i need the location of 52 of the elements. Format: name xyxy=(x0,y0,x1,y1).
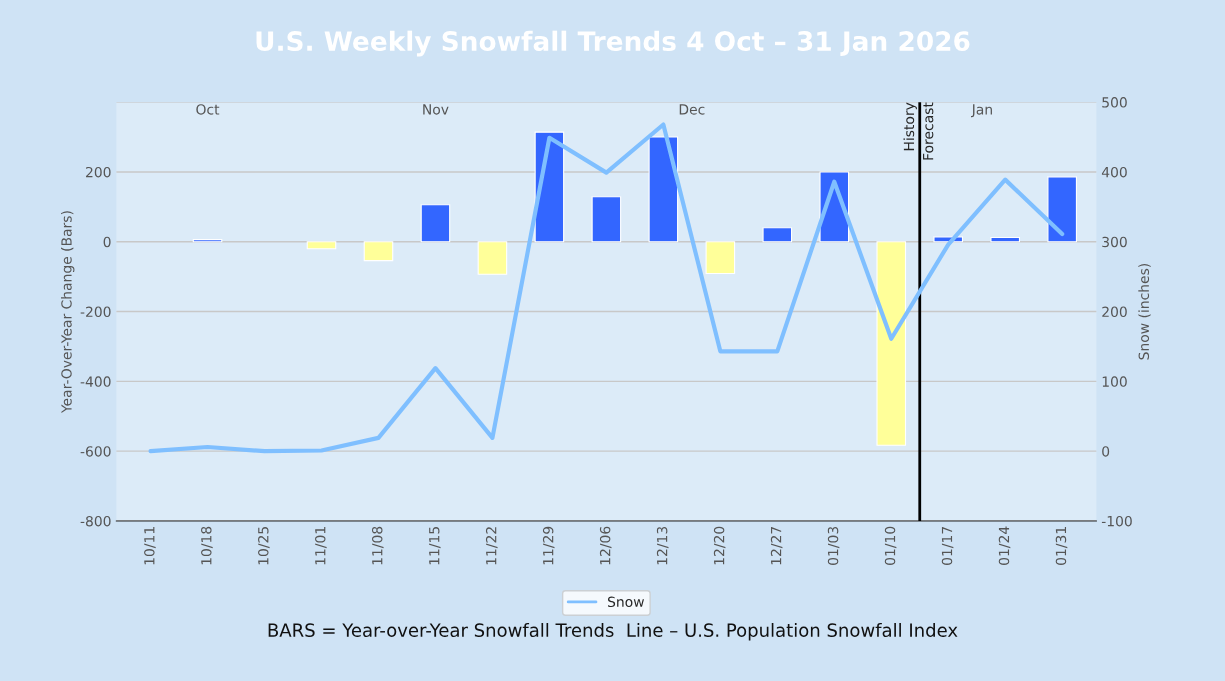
text: BARS = Year-over-Year Snowfall Trends Line – U.S. Population Snowfall Index xyxy=(268,623,958,641)
x-tick-label: 01/03 xyxy=(827,526,840,565)
y2-tick-label: 400 xyxy=(1101,166,1127,178)
y-tick-label: 0 xyxy=(103,236,111,248)
x-tick-label: 12/13 xyxy=(656,526,669,565)
bar xyxy=(876,241,907,446)
legend-label: Snow xyxy=(608,596,644,608)
y-tick-label: -400 xyxy=(80,376,111,387)
x-tick-label: 11/01 xyxy=(315,527,327,565)
bar xyxy=(1047,176,1077,243)
bar xyxy=(762,227,793,243)
bar xyxy=(363,241,394,262)
y2-tick-label: 100 xyxy=(1102,376,1127,387)
annotation: Nov xyxy=(423,104,449,115)
x-tick-label: 01/31 xyxy=(1055,527,1068,565)
y-tick-label: -600 xyxy=(80,446,111,457)
x-tick-label: 11/08 xyxy=(371,526,384,565)
bar xyxy=(192,239,223,243)
bar xyxy=(705,241,736,275)
x-tick-label: 11/15 xyxy=(429,527,441,565)
y-axis-title: Year-Over-Year Change (Bars) xyxy=(61,211,75,414)
y-tick-label: 200 xyxy=(86,166,111,178)
y2-axis-title: Snow (inches) xyxy=(1138,263,1151,360)
ref-line-label: History xyxy=(903,102,917,151)
x-tick-label: 10/25 xyxy=(258,527,270,565)
y2-tick-label: 200 xyxy=(1102,306,1127,318)
x-tick-label: 01/10 xyxy=(884,526,897,565)
x-tick-label: 12/06 xyxy=(599,526,612,565)
x-tick-label: 01/17 xyxy=(941,527,954,565)
annotation: Jan xyxy=(971,104,992,118)
x-tick-label: 11/22 xyxy=(485,527,498,565)
bar xyxy=(648,136,679,243)
y-tick-label: -800 xyxy=(80,515,111,527)
annotation: Forecast xyxy=(923,102,934,160)
x-tick-label: 10/18 xyxy=(201,526,213,565)
y2-tick-label: 500 xyxy=(1102,97,1127,108)
x-tick-label: 01/24 xyxy=(998,526,1011,565)
x-tick-label: 10/11 xyxy=(144,527,156,565)
bar xyxy=(591,196,622,243)
x-tick-label: 12/20 xyxy=(713,526,726,565)
y2-tick-label: 300 xyxy=(1102,236,1127,248)
y2-tick-label: 0 xyxy=(1102,446,1110,457)
x-tick-label: 12/27 xyxy=(770,527,783,565)
y2-tick-label: -100 xyxy=(1101,515,1132,527)
bar xyxy=(990,237,1021,243)
annotation: Dec xyxy=(679,104,705,115)
y-tick-label: -200 xyxy=(80,306,111,318)
x-tick-label: 11/29 xyxy=(542,526,555,565)
bar xyxy=(420,204,451,243)
annotation: Oct xyxy=(196,104,220,115)
bar xyxy=(477,241,508,275)
bar xyxy=(306,241,337,250)
